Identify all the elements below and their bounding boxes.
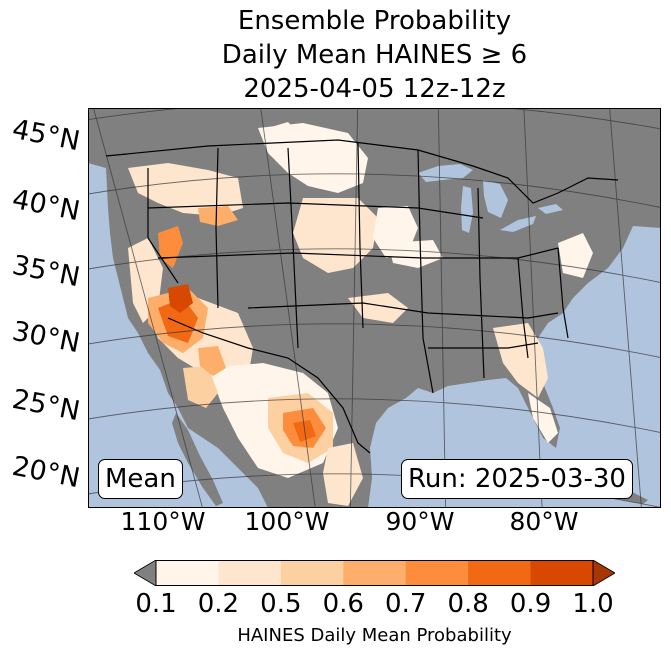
lake-michigan [461, 186, 473, 233]
lon-label-90w: 90°W [385, 507, 455, 536]
colorbar-segment [405, 560, 469, 586]
colorbar-tick-label: 0.9 [509, 589, 552, 619]
title-line-2: Daily Mean HAINES ≥ 6 [221, 40, 528, 70]
lake-superior [418, 164, 473, 182]
title-line-1: Ensemble Probability [237, 6, 512, 36]
run-date-box: Run: 2025-03-30 [401, 459, 633, 499]
baja-peninsula [172, 413, 223, 506]
lat-label-45n: 45°N [9, 113, 83, 158]
borders [105, 139, 619, 454]
graticule [88, 108, 661, 508]
colorbar-tick-label: 0.1 [135, 589, 177, 619]
colorbar-segment [280, 560, 344, 586]
colorbar-tick-label: 0.6 [322, 589, 364, 619]
colorbar-segment [156, 560, 219, 586]
lon-label-100w: 100°W [244, 507, 330, 536]
lon-label-110w: 110°W [120, 507, 206, 536]
colorbar-tick-label: 0.2 [197, 589, 240, 619]
colorbar-segment [530, 560, 594, 586]
colorbar-label: HAINES Daily Mean Probability [237, 625, 512, 646]
probability-map [88, 108, 661, 508]
lake-huron [483, 180, 508, 218]
colorbar [134, 560, 615, 586]
colorbar-under-arrow [134, 560, 157, 586]
lake-ontario [538, 204, 563, 214]
lat-label-20n: 20°N [9, 450, 83, 495]
lake-erie [500, 216, 536, 232]
colorbar-tick-label: 1.0 [572, 589, 614, 619]
colorbar-tick-label: 0.7 [385, 589, 427, 619]
colorbar-segment [218, 560, 282, 586]
colorbar-segment [468, 560, 532, 586]
lat-label-30n: 30°N [9, 315, 83, 360]
stat-label-box: Mean [98, 459, 183, 499]
colorbar-segment [343, 560, 407, 586]
lat-label-40n: 40°N [9, 183, 83, 228]
canada-us-border [105, 139, 619, 204]
title-line-3: 2025-04-05 12z-12z [243, 74, 506, 104]
lat-label-35n: 35°N [9, 249, 83, 294]
colorbar-over-arrow [592, 560, 615, 586]
lat-label-25n: 25°N [9, 383, 83, 428]
probability-shading [128, 122, 593, 506]
colorbar-tick-label: 0.5 [260, 589, 302, 619]
lon-label-80w: 80°W [509, 507, 579, 536]
colorbar-tick-label: 0.8 [447, 589, 489, 619]
mexico-us-border [167, 317, 371, 454]
